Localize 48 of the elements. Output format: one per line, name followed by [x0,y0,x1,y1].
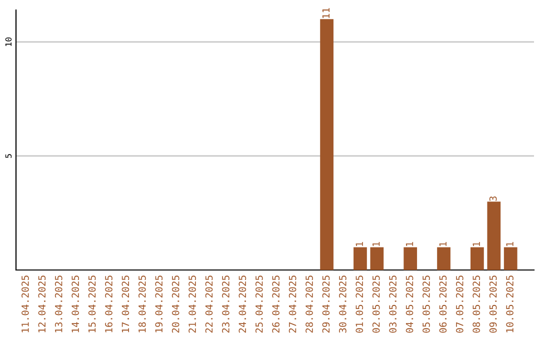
x-tick-label: 17.04.2025 [122,276,130,332]
bar [504,247,518,270]
y-tick-label: 5 [5,154,12,158]
bar [320,19,334,270]
x-tick-label: 02.05.2025 [372,276,380,333]
x-tick-label: 26.04.2025 [272,276,280,333]
x-tick-label: 03.05.2025 [389,276,396,333]
bar [487,202,501,270]
bar [437,247,450,270]
x-tick-label: 20.04.2025 [172,276,180,333]
data-label: 1 [439,242,446,246]
x-tick-label: 08.05.2025 [472,276,480,333]
x-tick-label: 09.05.2025 [489,276,497,333]
x-tick-label: 25.04.2025 [255,276,263,333]
data-label: 1 [406,242,414,246]
y-tick-label: 10 [5,37,12,46]
x-tick-label: 18.04.2025 [138,276,146,332]
x-tick-label: 22.04.2025 [205,276,213,333]
x-tick-label: 07.05.2025 [456,276,464,333]
x-tick-label: 04.05.2025 [406,276,414,333]
x-tick-label: 01.05.2025 [356,276,364,333]
data-label: 3 [489,196,497,201]
x-tick-label: 15.04.2025 [88,276,96,332]
x-tick-label: 12.04.2025 [38,276,46,332]
data-label: 11 [322,8,330,18]
x-tick-label: 13.04.2025 [54,276,62,332]
x-tick-label: 24.04.2025 [238,276,246,333]
x-tick-label: 27.04.2025 [288,276,296,333]
x-tick-label: 16.04.2025 [105,276,112,332]
x-tick-label: 28.04.2025 [306,276,313,333]
x-tick-label: 30.04.2025 [339,276,346,333]
data-label: 1 [372,242,380,246]
x-tick-label: 11.04.2025 [22,276,29,332]
x-tick-label: 23.04.2025 [222,276,230,333]
x-tick-label: 19.04.2025 [155,276,163,332]
data-label: 1 [506,242,514,246]
x-tick-label: 21.04.2025 [188,276,196,333]
bar [370,247,384,270]
x-tick-label: 14.04.2025 [72,276,79,332]
bar [404,247,418,270]
x-tick-label: 29.04.2025 [322,276,330,333]
data-label: 1 [356,242,363,246]
data-label: 1 [472,242,480,246]
x-tick-label: 05.05.2025 [422,276,430,333]
x-tick-label: 10.05.2025 [506,276,514,332]
bar [470,247,484,270]
bar [354,247,367,270]
x-tick-label: 06.05.2025 [439,276,447,333]
